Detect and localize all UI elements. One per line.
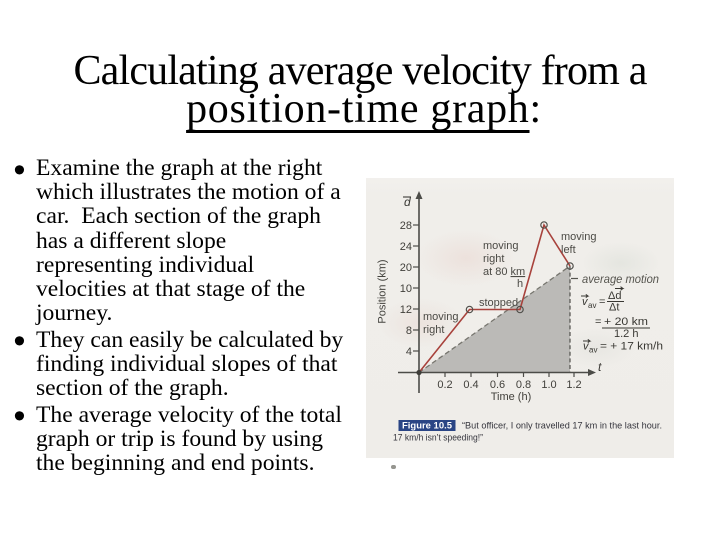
svg-text:av: av [589, 346, 597, 355]
svg-text:Time (h): Time (h) [491, 391, 532, 403]
svg-text:av: av [588, 301, 596, 310]
svg-text:0.2: 0.2 [437, 379, 452, 391]
svg-text:17 km/h isn’t speeding!”: 17 km/h isn’t speeding!” [393, 432, 483, 443]
svg-text:0.4: 0.4 [463, 379, 478, 391]
svg-text:28: 28 [400, 220, 412, 232]
svg-text:d: d [404, 195, 411, 209]
svg-text:left: left [561, 244, 576, 256]
svg-text:0.8: 0.8 [516, 379, 531, 391]
svg-text:4: 4 [406, 346, 412, 358]
svg-text:= + 17 km/h: = + 17 km/h [600, 341, 663, 353]
svg-text:+ 20 km: + 20 km [604, 316, 648, 328]
svg-text:moving: moving [561, 231, 596, 243]
svg-text:right: right [423, 324, 444, 336]
svg-text:Figure 10.5: Figure 10.5 [402, 421, 452, 431]
svg-text:at 80 km: at 80 km [483, 266, 525, 278]
svg-text:Δd: Δd [608, 290, 621, 302]
svg-text:1.2: 1.2 [566, 379, 581, 391]
svg-text:v: v [583, 341, 590, 353]
svg-text:h: h [517, 278, 523, 290]
svg-text:10: 10 [400, 283, 412, 295]
svg-text:moving: moving [483, 240, 518, 252]
svg-text:stopped: stopped [479, 297, 518, 309]
svg-text:24: 24 [400, 241, 412, 253]
svg-text:0.6: 0.6 [490, 379, 505, 391]
svg-text:v: v [582, 296, 589, 308]
svg-text:Position (km): Position (km) [377, 259, 389, 323]
svg-text:12: 12 [400, 304, 412, 316]
svg-text:Δt: Δt [609, 302, 619, 314]
svg-text:8: 8 [406, 325, 412, 337]
svg-text:1.2 h: 1.2 h [614, 328, 638, 340]
svg-text:t: t [598, 360, 602, 374]
svg-text:=: = [595, 316, 601, 328]
svg-text:moving: moving [423, 311, 458, 323]
svg-text:average motion: average motion [582, 274, 659, 286]
svg-text:20: 20 [400, 262, 412, 274]
svg-text:right: right [483, 253, 504, 265]
svg-text:“But officer, I only travelled: “But officer, I only travelled 17 km in … [462, 421, 662, 432]
svg-text:=: = [599, 296, 605, 308]
svg-text:1.0: 1.0 [541, 379, 556, 391]
